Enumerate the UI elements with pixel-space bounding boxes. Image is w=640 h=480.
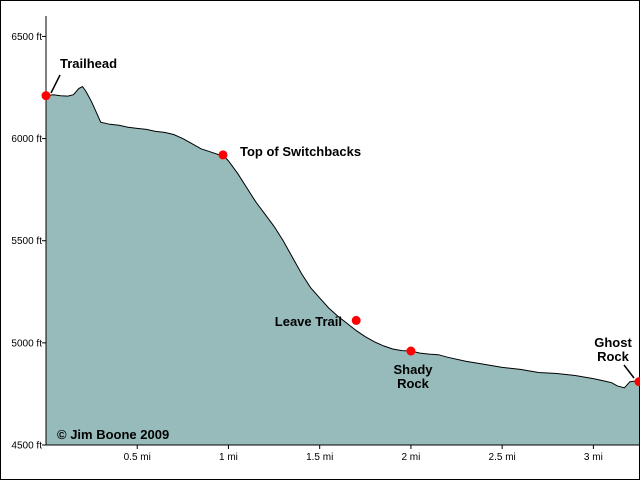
- y-tick-label: 5000 ft: [11, 338, 42, 349]
- elevation-area-fill: [46, 86, 639, 445]
- x-tick-label: 2 mi: [401, 452, 420, 463]
- waypoint-marker: [41, 91, 51, 101]
- x-tick-label: 2.5 mi: [489, 452, 516, 463]
- y-tick-label: 6500 ft: [11, 32, 42, 43]
- waypoint-marker: [218, 150, 228, 160]
- waypoint-marker: [351, 315, 361, 325]
- ghost-rock-leader-line: [623, 364, 635, 379]
- copyright-credit: © Jim Boone 2009: [57, 427, 169, 442]
- y-tick-label: 6000 ft: [11, 134, 42, 145]
- waypoint-label-top-of-switchbacks: Top of Switchbacks: [240, 144, 361, 159]
- x-tick-label: 1.5 mi: [306, 452, 333, 463]
- x-tick-label: 0.5 mi: [124, 452, 151, 463]
- x-tick-label: 3 mi: [584, 452, 603, 463]
- waypoint-marker: [406, 346, 416, 356]
- y-tick-label: 5500 ft: [11, 236, 42, 247]
- trailhead-leader-line: [50, 74, 61, 94]
- waypoint-marker: [634, 377, 640, 387]
- waypoint-label-leave-trail: Leave Trail: [275, 314, 342, 329]
- waypoint-label-shady-rock-line2: Rock: [397, 376, 430, 391]
- elevation-profile-line: [45, 85, 640, 389]
- waypoint-label-ghost-rock-line1: Ghost: [594, 335, 632, 350]
- y-tick-label: 4500 ft: [11, 441, 42, 452]
- waypoint-label-trailhead: Trailhead: [60, 56, 117, 71]
- waypoint-label-shady-rock-line1: Shady: [393, 362, 433, 377]
- x-tick-label: 1 mi: [219, 452, 238, 463]
- waypoint-label-ghost-rock-line2: Rock: [597, 349, 630, 364]
